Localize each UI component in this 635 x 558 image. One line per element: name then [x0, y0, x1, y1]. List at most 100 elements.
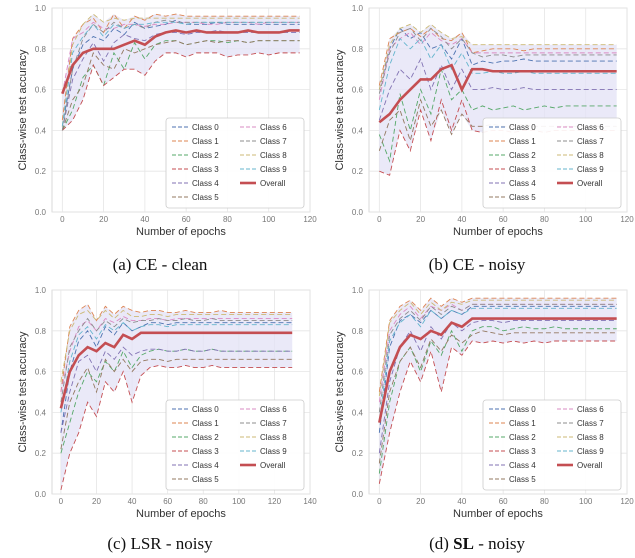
chart-3-series-class-1: [378, 297, 617, 393]
chart-2-legend-label: Class 6: [260, 405, 287, 414]
chart-2-xtick-label: 140: [303, 497, 317, 506]
chart-2-legend-label: Class 2: [192, 433, 219, 442]
chart-3-series-class-8: [378, 299, 617, 397]
chart-2-legend-label: Class 1: [192, 419, 219, 428]
chart-3-range-band: [379, 298, 617, 484]
chart-0-ytick-label: 1.0: [35, 4, 47, 13]
chart-1-series-class-7: [378, 27, 617, 94]
chart-3-series-class-2: [378, 326, 617, 474]
chart-3-legend-label: Class 5: [509, 475, 536, 484]
chart-0-xtick-label: 40: [140, 215, 149, 224]
chart-1-ytick-label: 0.6: [352, 86, 364, 95]
chart-1-legend-label: Class 7: [577, 137, 604, 146]
chart-0-range-band: [62, 14, 300, 131]
chart-0-legend-label: Class 5: [192, 193, 219, 202]
chart-2-series-overall: [59, 331, 293, 409]
chart-2-series-class-0: [60, 321, 293, 433]
chart-0-legend-label: Class 4: [192, 179, 219, 188]
caption-text: LSR - noisy: [130, 534, 213, 553]
chart-3-legend-label: Class 9: [577, 447, 604, 456]
chart-0-legend: [165, 117, 305, 209]
chart-3-ytick-label: 1.0: [352, 286, 364, 295]
caption-text: CE - clean: [135, 255, 208, 274]
chart-2-series-class-8: [60, 309, 293, 382]
chart-0-series-class-5: [61, 40, 300, 131]
chart-3-legend-label: Class 7: [577, 419, 604, 428]
chart-0-legend-label: Class 6: [260, 123, 287, 132]
chart-3-legend-label: Class 4: [509, 461, 536, 470]
chart-2-xtick-label: 80: [199, 497, 208, 506]
chart-ce-clean: 0.0 0.2 0.4 0.6 0.8 1.0 0 20 40 60 80 100 120 Number …: [17, 4, 317, 238]
chart-3-y-axis-label: Class-wise test accuracy: [334, 331, 346, 453]
chart-1-xtick-label: 60: [499, 215, 508, 224]
chart-1-ytick-label: 0.0: [352, 208, 364, 217]
chart-3-ytick-label: 0.0: [352, 490, 364, 499]
caption-text: - noisy: [473, 534, 525, 553]
chart-1-xtick-label: 0: [377, 215, 382, 224]
caption-prefix: (b): [428, 255, 453, 274]
chart-3-series-overall: [378, 317, 617, 423]
chart-2-legend-label: Class 5: [192, 475, 219, 484]
chart-1-legend-label: Class 0: [509, 123, 536, 132]
chart-2-xtick-label: 60: [163, 497, 172, 506]
chart-2-x-axis-label: Number of epochs: [136, 508, 226, 520]
chart-1-legend-label: Class 4: [509, 179, 536, 188]
chart-2-ytick-label: 1.0: [35, 286, 47, 295]
chart-2-ytick-label: 0.6: [35, 368, 47, 377]
chart-1-legend-label: Class 6: [577, 123, 604, 132]
chart-2-legend-label: Class 7: [260, 419, 287, 428]
chart-3-series-class-0: [378, 305, 617, 433]
chart-2-legend-label: Class 4: [192, 461, 219, 470]
chart-1-legend-label: Overall: [577, 179, 603, 188]
chart-1-legend-label: Class 3: [509, 165, 536, 174]
chart-2-legend-label: Class 8: [260, 433, 287, 442]
chart-3-series-class-3: [378, 340, 617, 484]
chart-2-series-class-6: [60, 316, 293, 393]
chart-2-xtick-label: 0: [59, 497, 64, 506]
chart-0-legend-label: Class 1: [192, 137, 219, 146]
chart-1-series-class-0: [378, 27, 617, 90]
chart-sl-noisy: 0.0 0.2 0.4 0.6 0.8 1.0 0 20 40 60 80 100 120 Number …: [334, 286, 634, 520]
chart-1-range-band: [379, 24, 617, 176]
chart-0-y-axis-label: Class-wise test accuracy: [17, 49, 29, 171]
chart-0-legend-label: Class 3: [192, 165, 219, 174]
caption-ce-noisy: (b) CE - noisy: [327, 255, 627, 275]
chart-3-series-class-7: [378, 303, 617, 413]
chart-2-legend-label: Class 3: [192, 447, 219, 456]
chart-0-ytick-label: 0.4: [35, 126, 47, 135]
chart-1-legend-label: Class 5: [509, 193, 536, 202]
chart-1-series-class-2: [378, 67, 617, 163]
chart-2-series-class-5: [60, 358, 293, 450]
chart-lsr-noisy: 0.0 0.2 0.4 0.6 0.8 1.0 0 20 40 60 80 100 120 140 Numb…: [17, 286, 317, 520]
chart-1-ytick-label: 1.0: [352, 4, 364, 13]
chart-3-xtick-label: 120: [620, 497, 634, 506]
chart-1-xtick-label: 100: [579, 215, 593, 224]
chart-2-xtick-label: 100: [232, 497, 246, 506]
chart-2-legend-label: Class 9: [260, 447, 287, 456]
caption-ce-clean: (a) CE - clean: [10, 255, 310, 275]
chart-0-series-overall: [61, 29, 300, 95]
chart-2-series-class-9: [60, 322, 293, 413]
chart-1-series-overall: [378, 63, 617, 124]
chart-2-xtick-label: 40: [128, 497, 137, 506]
chart-0-series-class-6: [61, 21, 300, 94]
chart-0-xtick-label: 80: [223, 215, 232, 224]
chart-1-x-axis-label: Number of epochs: [453, 226, 543, 238]
chart-3-legend-label: Class 1: [509, 419, 536, 428]
chart-1-series-class-1: [378, 27, 617, 86]
chart-1-ytick-label: 0.2: [352, 167, 364, 176]
chart-0-xtick-label: 20: [99, 215, 108, 224]
chart-2-legend-label: Overall: [260, 461, 286, 470]
chart-0-ytick-label: 0.0: [35, 208, 47, 217]
chart-3-xtick-label: 20: [416, 497, 425, 506]
caption-text: CE - noisy: [452, 255, 526, 274]
chart-3-legend-label: Class 2: [509, 433, 536, 442]
chart-2-y-axis-label: Class-wise test accuracy: [17, 331, 29, 453]
chart-2-series-class-3: [60, 365, 293, 491]
chart-0-legend-label: Class 0: [192, 123, 219, 132]
chart-0-legend-label: Class 2: [192, 151, 219, 160]
chart-3-legend-label: Class 3: [509, 447, 536, 456]
chart-1-series-class-6: [378, 31, 617, 100]
caption-bold: SL: [453, 534, 474, 553]
chart-0-xtick-label: 0: [60, 215, 65, 224]
